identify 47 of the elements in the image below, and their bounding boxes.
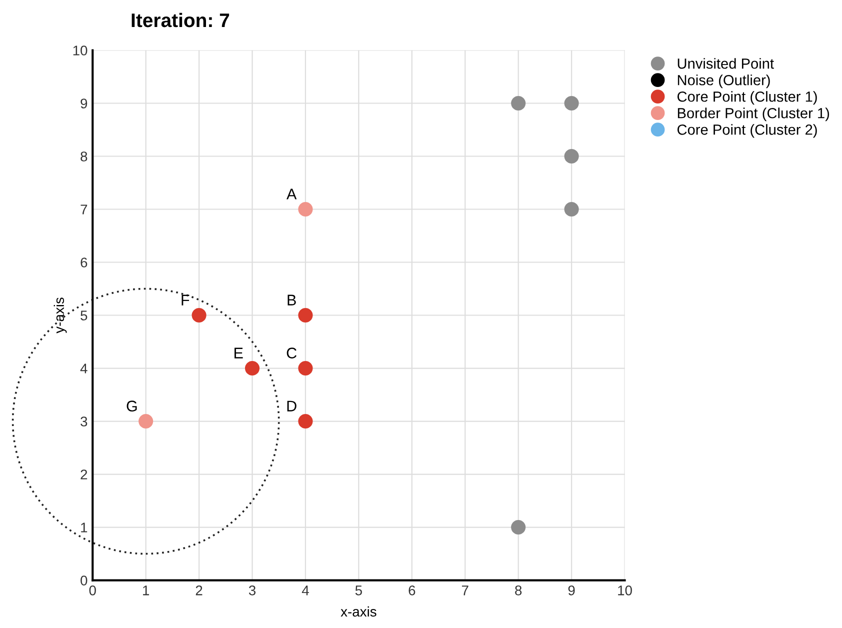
point: [564, 148, 579, 164]
point: [511, 96, 526, 111]
chart-title: Iteration: 7: [132, 12, 230, 28]
y-tick-label: 2: [80, 470, 88, 480]
x-tick-label: 2: [196, 586, 202, 596]
x-tick-label: 6: [408, 586, 416, 596]
point: [298, 360, 313, 376]
legend-label: Core Point (Cluster 2): [677, 124, 817, 138]
annotation: G: [126, 400, 137, 412]
x-tick-label: 1: [143, 586, 150, 596]
annotation: D: [287, 400, 296, 412]
annotation: A: [286, 188, 297, 200]
x-tick-label: 8: [515, 586, 522, 596]
y-axis-title: y-axis: [54, 298, 67, 334]
y-tick-label: 9: [80, 98, 88, 108]
point: [298, 308, 313, 323]
legend-label: Border Point (Cluster 1): [678, 108, 830, 122]
point: [564, 202, 579, 217]
annotation: B: [288, 294, 296, 306]
annotation: F: [182, 294, 190, 306]
point: [511, 520, 526, 535]
x-tick-label: 5: [355, 586, 362, 596]
point: [192, 308, 206, 323]
y-tick-label: 6: [80, 258, 88, 268]
x-tick-label: 0: [89, 586, 96, 596]
annotation: C: [286, 348, 297, 358]
y-tick-label: 3: [80, 416, 88, 426]
x-axis-title: x-axis: [340, 606, 376, 617]
legend-label: Noise (Outlier): [678, 74, 770, 88]
y-tick-label: 4: [80, 364, 88, 374]
point: [298, 414, 313, 429]
annotation: E: [234, 348, 243, 358]
x-tick-label: 7: [462, 586, 468, 596]
x-tick-label: 3: [248, 586, 256, 596]
x-tick-label: 4: [302, 586, 309, 596]
y-tick-label: 8: [80, 152, 88, 162]
point: [244, 360, 260, 376]
x-tick-label: 9: [568, 586, 575, 596]
x-tick-label: 10: [618, 586, 632, 596]
y-tick-label: 5: [80, 310, 88, 320]
y-tick-label: 7: [80, 204, 88, 214]
legend-label: Core Point (Cluster 1): [677, 91, 817, 105]
y-tick-label: 0: [80, 576, 88, 586]
point: [564, 96, 579, 111]
y-tick-label: 1: [81, 522, 88, 532]
legend-label: Unvisited Point: [678, 58, 774, 69]
y-tick-label: 10: [73, 46, 88, 56]
